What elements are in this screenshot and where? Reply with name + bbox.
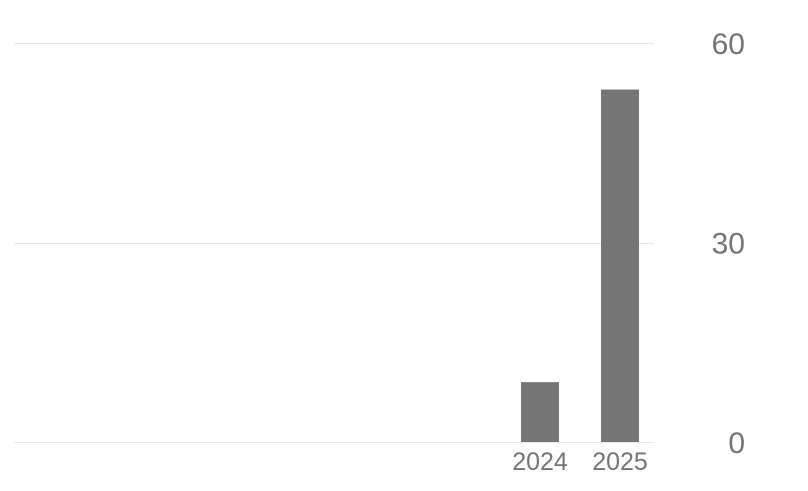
y-tick-label: 0 [728, 427, 745, 460]
gridlines [14, 43, 654, 443]
y-tick-label: 30 [712, 228, 745, 261]
bar-2024 [521, 382, 559, 442]
x-axis-ticks: 2024 2025 [512, 448, 648, 476]
y-axis-ticks: 0 30 60 [712, 28, 745, 460]
y-tick-label: 60 [712, 28, 745, 61]
x-tick-label: 2024 [512, 448, 568, 476]
x-tick-label: 2025 [592, 448, 648, 476]
bars [521, 89, 639, 443]
bar-2025 [601, 89, 639, 443]
